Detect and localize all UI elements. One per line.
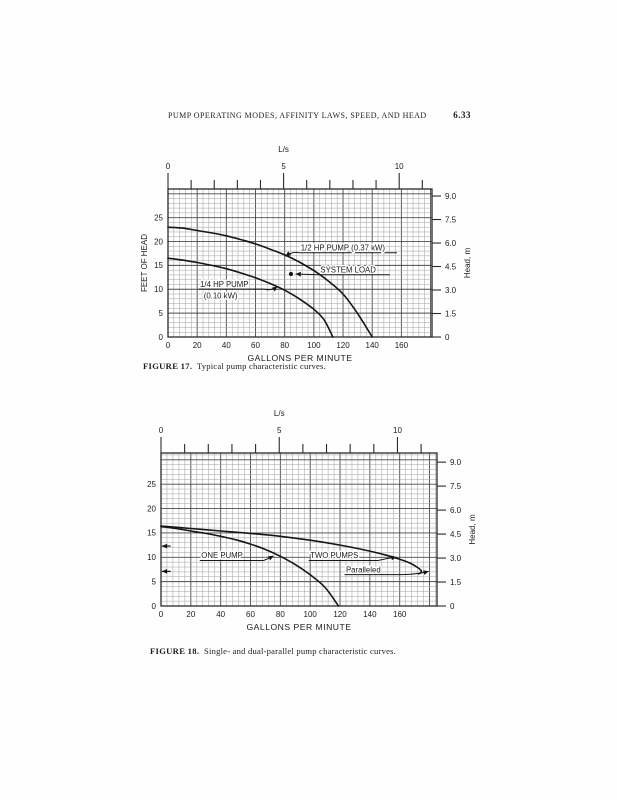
left-axis-title: FEET OF HEAD	[140, 234, 149, 292]
right-axis-tick-label: 4.5	[445, 262, 457, 271]
bottom-axis-tick-label: 40	[222, 341, 231, 350]
right-axis-title: Head, m	[468, 514, 477, 545]
pump-curve	[160, 525, 423, 575]
left-axis-tick-label: 25	[147, 480, 156, 489]
curve-label: (0.10 kW)	[204, 291, 238, 300]
right-axis-tick-label: 7.5	[445, 215, 457, 224]
figure-17-chart: 0 5 10 L/s 0 1.5 3.0 4.5 6.0 7.5 9.0 Head, m 0 5 10 15 2…	[140, 145, 472, 363]
bottom-axis-title: GALLONS PER MINUTE	[247, 622, 352, 632]
left-axis-tick-label: 15	[154, 261, 163, 270]
bottom-axis-tick-label: 100	[307, 341, 321, 350]
right-axis-title: Head, m	[463, 248, 472, 279]
header-title: PUMP OPERATING MODES, AFFINITY LAWS, SPE…	[168, 111, 427, 120]
bottom-axis-tick-label: 120	[336, 341, 350, 350]
right-axis-tick-label: 1.5	[445, 309, 457, 318]
top-axis-tick-label: 10	[393, 426, 402, 435]
right-axis-tick-label: 0	[450, 602, 455, 611]
bottom-axis-title: GALLONS PER MINUTE	[248, 353, 353, 363]
bottom-axis-tick-label: 0	[159, 610, 164, 619]
bottom-axis-tick-label: 140	[366, 341, 380, 350]
pump-curve	[167, 226, 373, 338]
top-axis-title: L/s	[274, 409, 285, 418]
left-axis-tick-label: 25	[154, 213, 163, 222]
arrowhead	[285, 251, 291, 257]
figure-18-caption-label: FIGURE 18.	[150, 646, 200, 656]
curve-label: Paralleled	[346, 565, 381, 574]
arrowhead	[423, 570, 429, 575]
left-axis-tick-label: 10	[154, 285, 163, 294]
top-axis-tick-label: 0	[159, 426, 164, 435]
left-axis-tick-label: 5	[159, 309, 164, 318]
arrowhead	[271, 286, 278, 292]
bottom-axis-tick-label: 100	[304, 610, 318, 619]
figure-17-caption: FIGURE 17. Typical pump characteristic c…	[143, 361, 326, 371]
figure-17-caption-label: FIGURE 17.	[143, 361, 193, 371]
pump-curve	[160, 525, 340, 607]
right-axis-tick-label: 3.0	[450, 554, 462, 563]
right-axis-tick-label: 3.0	[445, 286, 457, 295]
arrowhead	[295, 271, 301, 277]
right-axis-tick-label: 9.0	[450, 458, 462, 467]
left-axis-tick-label: 0	[159, 333, 164, 342]
left-axis-tick-label: 5	[152, 577, 157, 586]
top-axis-tick-label: 5	[277, 426, 282, 435]
plot-area: 0 5 10 L/s 0 1.5 3.0 4.5 6.0 7.5 9.0 Head, m 0 5 10 15 2…	[140, 145, 472, 363]
bottom-axis-tick-label: 0	[166, 341, 171, 350]
right-axis-tick-label: 1.5	[450, 578, 462, 587]
right-axis-tick-label: 9.0	[445, 192, 457, 201]
bottom-axis-tick-label: 60	[251, 341, 260, 350]
arrowhead	[161, 543, 168, 549]
right-axis-tick-label: 6.0	[450, 506, 462, 515]
bottom-axis-tick-label: 80	[276, 610, 285, 619]
curve-label: 1/4 HP PUMP	[200, 280, 248, 289]
curve-label: ONE PUMP	[201, 551, 243, 560]
bottom-axis-tick-label: 120	[333, 610, 347, 619]
bottom-axis-tick-label: 60	[246, 610, 255, 619]
left-axis-tick-label: 0	[152, 602, 157, 611]
figure-18-caption-text: Single- and dual-parallel pump character…	[204, 646, 396, 656]
right-axis-tick-label: 7.5	[450, 482, 462, 491]
plot-border	[160, 452, 438, 607]
figure-17-caption-text: Typical pump characteristic curves.	[196, 361, 326, 371]
running-header: PUMP OPERATING MODES, AFFINITY LAWS, SPE…	[168, 110, 471, 120]
top-axis-title: L/s	[278, 145, 289, 154]
pump-curve	[167, 257, 334, 338]
top-axis-tick-label: 0	[166, 162, 171, 171]
page-number: 6.33	[453, 110, 471, 120]
bottom-axis-tick-label: 40	[216, 610, 225, 619]
arrowhead	[267, 555, 274, 561]
bottom-axis-tick-label: 20	[186, 610, 195, 619]
right-axis-tick-label: 0	[445, 333, 450, 342]
plot-border	[167, 188, 433, 338]
bottom-axis-tick-label: 160	[393, 610, 407, 619]
top-axis-tick-label: 5	[281, 162, 286, 171]
right-axis-tick-label: 6.0	[445, 239, 457, 248]
bottom-axis-tick-label: 140	[363, 610, 377, 619]
left-axis-tick-label: 20	[147, 504, 156, 513]
arrowhead	[161, 569, 168, 574]
left-axis-tick-label: 10	[147, 553, 156, 562]
top-axis-tick-label: 10	[395, 162, 404, 171]
left-axis-tick-label: 15	[147, 529, 156, 538]
curve-label: TWO PUMPS	[310, 551, 358, 560]
arrowhead	[391, 555, 397, 561]
right-axis-tick-label: 4.5	[450, 530, 462, 539]
curve-label: SYSTEM LOAD	[320, 266, 376, 275]
figure-18-caption: FIGURE 18. Single- and dual-parallel pum…	[150, 646, 396, 656]
plot-area: 0 5 10 L/s 0 1.5 3.0 4.5 6.0 7.5 9.0 Head, m 0 5 10 15 2…	[147, 409, 477, 632]
left-axis-tick-label: 20	[154, 237, 163, 246]
operating-point-dot	[288, 271, 294, 277]
bottom-axis-tick-label: 80	[280, 341, 289, 350]
figure-18-chart: 0 5 10 L/s 0 1.5 3.0 4.5 6.0 7.5 9.0 Head, m 0 5 10 15 2…	[147, 409, 477, 632]
bottom-axis-tick-label: 160	[395, 341, 409, 350]
bottom-axis-tick-label: 20	[193, 341, 202, 350]
curve-label: 1/2 HP PUMP (0.37 kW)	[301, 244, 386, 253]
